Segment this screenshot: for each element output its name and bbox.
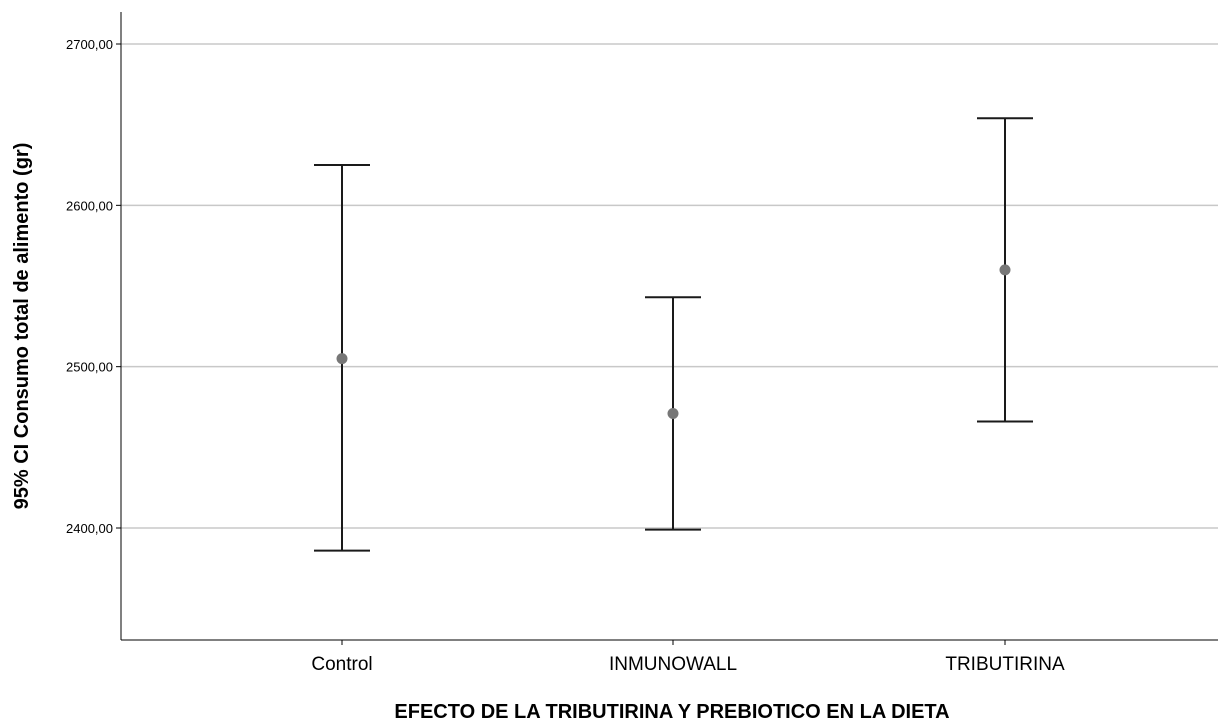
y-axis-ticks: 2400,00 2500,00 2600,00 2700,00 xyxy=(66,37,121,536)
grid-lines xyxy=(121,43,1218,529)
y-tick-label: 2700,00 xyxy=(66,37,113,52)
y-tick-label: 2400,00 xyxy=(66,521,113,536)
mean-point xyxy=(336,353,348,365)
error-bar-tributirina xyxy=(977,117,1033,423)
y-axis-title: 95% CI Consumo total de alimento (gr) xyxy=(11,143,33,510)
x-tick-label: TRIBUTIRINA xyxy=(945,654,1065,675)
y-tick-label: 2600,00 xyxy=(66,198,113,213)
error-bars xyxy=(314,117,1033,552)
x-tick-label: INMUNOWALL xyxy=(609,654,737,675)
mean-point xyxy=(999,264,1011,276)
mean-point xyxy=(667,407,679,419)
error-bar-inmunowall xyxy=(645,296,701,531)
x-axis-title: EFECTO DE LA TRIBUTIRINA Y PREBIOTICO EN… xyxy=(394,701,949,721)
x-axis-category-labels: Control INMUNOWALL TRIBUTIRINA xyxy=(311,640,1065,675)
error-bar-control xyxy=(314,164,370,552)
x-tick-label: Control xyxy=(311,654,372,675)
y-tick-label: 2500,00 xyxy=(66,360,113,375)
